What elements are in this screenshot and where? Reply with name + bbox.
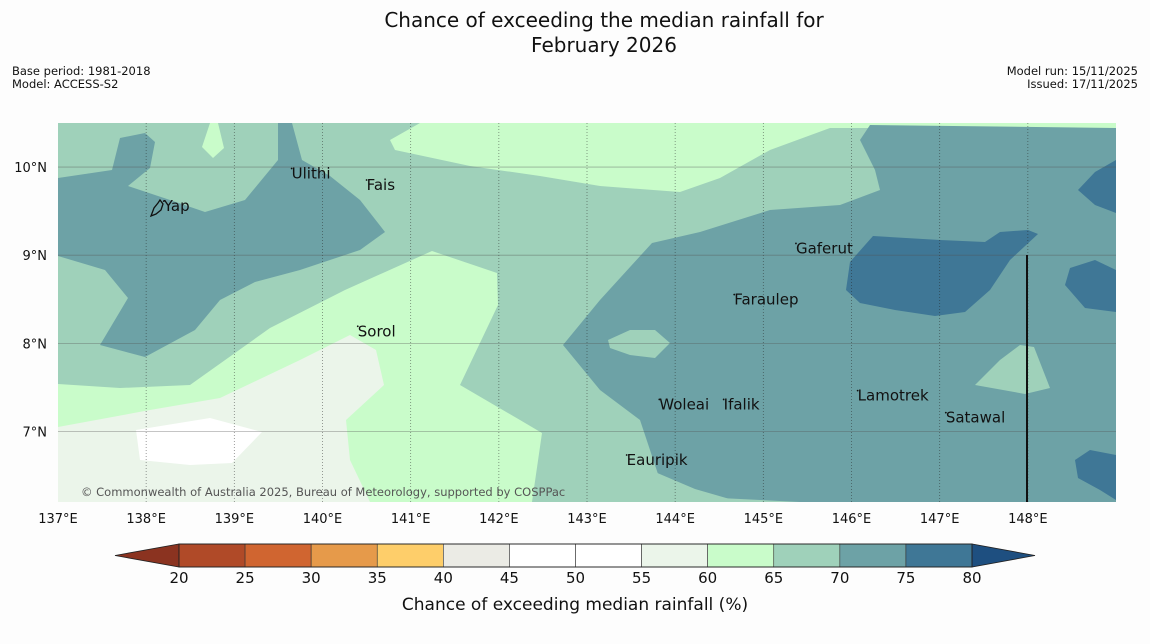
place-label: Sorol — [358, 322, 396, 340]
model-name: Model: ACCESS-S2 — [12, 77, 119, 91]
place-marker — [365, 179, 368, 181]
lon-tick-label: 147°E — [920, 512, 960, 527]
region-white — [136, 418, 262, 465]
place-label: Woleai — [659, 395, 709, 413]
colorbar-segment — [575, 543, 642, 568]
place-marker — [625, 454, 628, 456]
lat-tick-label: 8°N — [23, 337, 48, 352]
region-55-60 — [58, 335, 384, 502]
copyright-text: © Commonwealth of Australia 2025, Bureau… — [81, 485, 565, 499]
place-label: Yap — [163, 197, 190, 215]
lon-tick-label: 138°E — [126, 512, 166, 527]
base-period: Base period: 1981-2018 — [12, 64, 151, 78]
place-label: Eauripik — [627, 451, 688, 469]
colorbar-tick-label: 50 — [566, 569, 585, 587]
colorbar-tick-label: 65 — [764, 569, 783, 587]
place-marker — [658, 398, 661, 401]
issued-date: Issued: 17/11/2025 — [1027, 77, 1138, 91]
place-label: Lamotrek — [858, 387, 929, 405]
lat-tick-label: 9°N — [23, 249, 48, 264]
colorbar-tick-label: 70 — [830, 569, 849, 587]
region-60-65-north — [390, 123, 1116, 192]
colorbar-segment — [310, 543, 378, 568]
place-marker — [162, 200, 165, 203]
place-marker — [733, 293, 736, 296]
colorbar-under-arrow — [114, 543, 180, 568]
lon-tick-label: 142°E — [479, 512, 519, 527]
place-label: Satawal — [946, 409, 1005, 427]
colorbar-segment — [839, 543, 907, 568]
lon-tick-label: 148°E — [1008, 512, 1048, 527]
yap-island-outline — [149, 198, 164, 218]
meta-left: Base period: 1981-2018 Model: ACCESS-S2 — [12, 65, 151, 91]
colorbar-segment — [641, 543, 708, 568]
colorbar-segment — [244, 543, 312, 568]
colorbar-segment — [707, 543, 775, 568]
title-line-2: February 2026 — [531, 33, 677, 57]
colorbar: 20 25 30 35 40 45 50 55 60 65 70 75 80 — [114, 543, 1036, 587]
region-65-70-island-a — [608, 330, 670, 358]
place-label: Fais — [367, 176, 396, 194]
place-label: Faraulep — [734, 291, 798, 309]
colorbar-tick-label: 55 — [632, 569, 651, 587]
colorbar-tick-label: 20 — [169, 569, 188, 587]
region-70-75-northwest — [58, 123, 385, 357]
lon-tick-label: 141°E — [391, 512, 431, 527]
lon-tick-label: 146°E — [832, 512, 872, 527]
place-marker — [795, 242, 797, 245]
lon-tick-label: 139°E — [215, 512, 255, 527]
region-65-70-bottom — [640, 472, 740, 502]
lon-tick-label: 144°E — [655, 512, 695, 527]
model-run: Model run: 15/11/2025 — [1006, 64, 1138, 78]
chart-title: Chance of exceeding the median rainfall … — [0, 8, 1150, 58]
lat-tick-label: 7°N — [23, 425, 48, 440]
lat-tick-label: 10°N — [14, 161, 47, 176]
colorbar-tick-label: 25 — [236, 569, 255, 587]
colorbar-tick-label: 40 — [434, 569, 453, 587]
meta-right: Model run: 15/11/2025 Issued: 17/11/2025 — [1007, 65, 1138, 91]
region-75-80-main — [846, 230, 1038, 316]
place-marker — [856, 389, 859, 392]
place-label: Gaferut — [796, 239, 853, 257]
title-line-1: Chance of exceeding the median rainfall … — [384, 8, 824, 32]
lon-tick-label: 145°E — [744, 512, 784, 527]
colorbar-segment — [443, 543, 510, 568]
place-label: Ifalik — [724, 395, 760, 413]
latitude-tick-labels: 7°N 8°N 9°N 10°N — [14, 161, 47, 440]
colorbar-segment — [376, 543, 444, 568]
colorbar-segment — [905, 543, 973, 568]
lon-tick-label: 143°E — [567, 512, 607, 527]
place-marker — [944, 411, 947, 414]
place-marker — [290, 167, 293, 170]
region-75-80-southeast — [1075, 450, 1116, 500]
lon-tick-label: 137°E — [38, 512, 78, 527]
colorbar-tick-label: 80 — [962, 569, 981, 587]
colorbar-tick-label: 35 — [368, 569, 387, 587]
region-75-80-east — [1078, 160, 1116, 213]
place-label: Ulithi — [292, 165, 331, 183]
colorbar-segment — [509, 543, 576, 568]
colorbar-over-arrow — [971, 543, 1036, 568]
colorbar-tick-label: 60 — [698, 569, 717, 587]
colorbar-segment — [773, 543, 841, 568]
colorbar-tick-label: 45 — [500, 569, 519, 587]
region-75-80-east-mid — [1065, 260, 1116, 312]
longitude-tick-labels: 137°E 138°E 139°E 140°E 141°E 142°E 143°E 144°E… — [38, 512, 1047, 527]
place-labels: Yap Ulithi Fais Gaferut Faraulep Sorol Lamotre… — [163, 165, 1005, 469]
region-70-75-east — [563, 125, 1116, 502]
region-65-70-island-b — [975, 345, 1050, 394]
place-marker — [722, 398, 725, 401]
colorbar-outline — [178, 543, 973, 568]
lon-tick-label: 140°E — [303, 512, 343, 527]
region-60-65-small — [202, 123, 224, 158]
place-marker — [356, 325, 359, 328]
colorbar-tick-label: 75 — [896, 569, 915, 587]
colorbar-title: Chance of exceeding median rainfall (%) — [402, 595, 748, 615]
colorbar-tick-label: 30 — [302, 569, 321, 587]
colorbar-segment — [178, 543, 246, 568]
